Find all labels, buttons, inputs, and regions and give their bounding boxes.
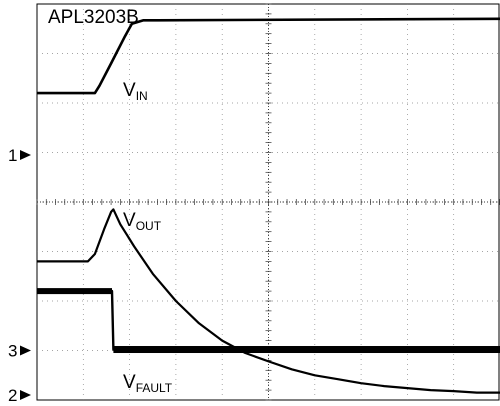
trace-labels: VIN VOUT VFAULT <box>123 80 173 395</box>
trace-v-fault-noise-low <box>113 346 500 354</box>
channel-marker-2-arrow <box>20 390 31 401</box>
label-v-in: VIN <box>123 80 148 103</box>
channel-marker-3-label: 3 <box>8 342 17 361</box>
trace-v-in <box>37 17 500 95</box>
channel-marker-1-arrow <box>20 149 31 160</box>
channel-marker-3-arrow <box>20 345 31 356</box>
channel-markers: 1 3 2 <box>8 146 31 405</box>
label-v-out: VOUT <box>123 210 162 233</box>
chart-title: APL3203B <box>48 7 139 28</box>
trace-v-fault-noise-high <box>37 288 113 295</box>
label-v-fault: VFAULT <box>123 372 173 395</box>
channel-marker-2-label: 2 <box>8 386 17 405</box>
channel-marker-1-label: 1 <box>8 146 17 165</box>
plot-grid <box>36 3 500 401</box>
plot-traces <box>37 17 500 394</box>
